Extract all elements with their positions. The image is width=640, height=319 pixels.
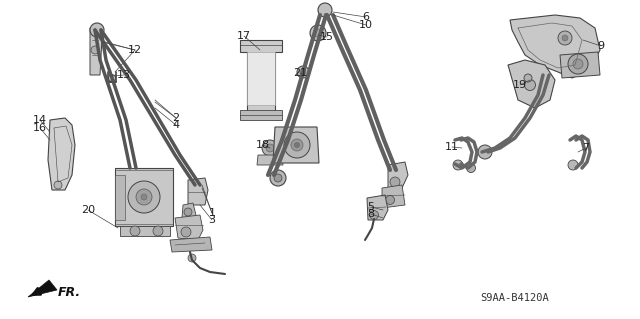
Text: S9AA-B4120A: S9AA-B4120A <box>481 293 549 303</box>
Polygon shape <box>510 15 600 78</box>
Polygon shape <box>273 127 319 163</box>
Text: 15: 15 <box>320 32 334 42</box>
Polygon shape <box>115 175 125 220</box>
Circle shape <box>262 140 278 156</box>
Text: 6: 6 <box>362 12 369 22</box>
Circle shape <box>153 226 163 236</box>
Text: 12: 12 <box>128 45 142 55</box>
Circle shape <box>184 208 192 216</box>
Circle shape <box>573 59 583 69</box>
Polygon shape <box>90 28 102 75</box>
Polygon shape <box>367 195 388 220</box>
Text: 19: 19 <box>513 80 527 90</box>
Polygon shape <box>240 110 282 120</box>
Polygon shape <box>188 178 208 205</box>
Text: 7: 7 <box>582 143 589 153</box>
Circle shape <box>467 164 476 173</box>
Text: 14: 14 <box>33 115 47 125</box>
Text: 21: 21 <box>293 68 307 78</box>
Circle shape <box>266 144 274 152</box>
Circle shape <box>294 143 300 147</box>
Text: 10: 10 <box>359 20 373 30</box>
Circle shape <box>524 74 532 82</box>
Polygon shape <box>388 162 408 188</box>
Polygon shape <box>28 280 57 297</box>
Circle shape <box>109 75 115 81</box>
Text: 17: 17 <box>237 31 251 41</box>
Circle shape <box>568 160 578 170</box>
Polygon shape <box>257 155 283 165</box>
Circle shape <box>385 196 394 204</box>
Circle shape <box>297 66 309 78</box>
Circle shape <box>130 226 140 236</box>
Text: 13: 13 <box>117 70 131 80</box>
Circle shape <box>525 79 536 91</box>
Circle shape <box>188 254 196 262</box>
Polygon shape <box>48 118 75 190</box>
Text: 1: 1 <box>209 208 216 218</box>
Text: 3: 3 <box>209 215 216 225</box>
Circle shape <box>478 145 492 159</box>
Text: 2: 2 <box>172 113 180 123</box>
Circle shape <box>390 177 400 187</box>
Polygon shape <box>382 185 405 208</box>
Text: 8: 8 <box>367 209 374 219</box>
Text: 18: 18 <box>256 140 270 150</box>
Circle shape <box>91 46 99 54</box>
Circle shape <box>318 3 332 17</box>
Circle shape <box>128 181 160 213</box>
Polygon shape <box>170 237 212 252</box>
Circle shape <box>90 23 104 37</box>
Text: FR.: FR. <box>58 286 81 299</box>
Circle shape <box>562 35 568 41</box>
Text: 11: 11 <box>445 142 459 152</box>
Circle shape <box>270 170 286 186</box>
Circle shape <box>274 174 282 182</box>
Circle shape <box>369 211 378 219</box>
Polygon shape <box>240 40 282 112</box>
Text: 5: 5 <box>367 202 374 212</box>
Circle shape <box>558 31 572 45</box>
Circle shape <box>141 194 147 200</box>
Bar <box>115 168 173 226</box>
Polygon shape <box>175 215 203 240</box>
Text: 16: 16 <box>33 123 47 133</box>
Polygon shape <box>247 52 275 105</box>
Circle shape <box>291 139 303 151</box>
Circle shape <box>136 189 152 205</box>
Text: 4: 4 <box>172 120 180 130</box>
Polygon shape <box>508 60 555 108</box>
Circle shape <box>181 227 191 237</box>
Polygon shape <box>182 203 196 220</box>
Circle shape <box>310 25 326 41</box>
Circle shape <box>453 160 463 170</box>
Polygon shape <box>120 226 170 236</box>
Text: 20: 20 <box>81 205 95 215</box>
Circle shape <box>314 29 322 37</box>
Text: 9: 9 <box>597 41 605 51</box>
Circle shape <box>568 54 588 74</box>
Circle shape <box>54 181 62 189</box>
Circle shape <box>300 69 306 75</box>
Polygon shape <box>560 52 600 78</box>
Circle shape <box>284 132 310 158</box>
